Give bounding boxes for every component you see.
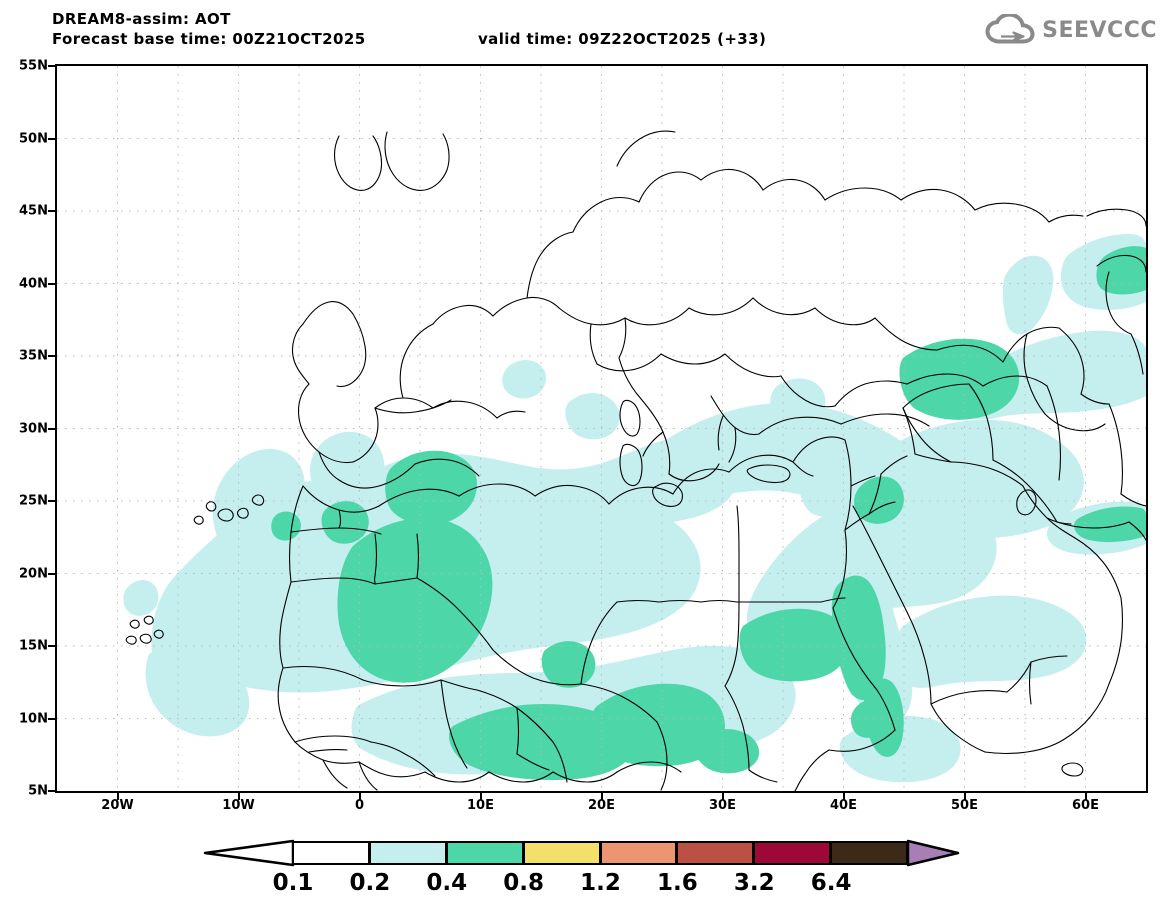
x-axis-label: 20W <box>101 798 134 813</box>
y-axis-label: 45N <box>19 203 48 219</box>
x-axis-tick <box>721 793 724 800</box>
y-axis-tick <box>48 427 55 430</box>
y-axis-tick <box>48 282 55 285</box>
colorbar-band[interactable] <box>292 841 370 865</box>
y-axis-tick <box>48 210 55 212</box>
seevccc-logo: SEEVCCC <box>985 12 1157 47</box>
y-axis-tick <box>48 137 55 140</box>
cloud-icon <box>985 12 1037 46</box>
colorbar-band[interactable] <box>445 841 524 865</box>
colorbar-band[interactable] <box>599 841 678 865</box>
colorbar-tick-label: 0.1 <box>272 870 314 896</box>
x-axis-tick <box>116 793 119 800</box>
y-axis-tick <box>48 572 55 575</box>
y-axis-tick <box>48 717 55 720</box>
forecast-base-time-label: Forecast base time: 00Z21OCT2025 <box>52 30 366 48</box>
x-axis-tick <box>479 793 482 800</box>
y-axis-tick <box>48 645 55 647</box>
colorbar-band[interactable] <box>368 841 447 865</box>
chart-header: DREAM8-assim: AOT Forecast base time: 00… <box>0 0 1165 56</box>
x-axis-label: 60E <box>1072 798 1099 813</box>
x-axis-tick <box>1084 793 1087 800</box>
colorbar-band[interactable] <box>753 841 832 865</box>
page-title: DREAM8-assim: AOT <box>52 10 231 28</box>
y-axis-tick <box>48 355 55 357</box>
x-axis-tick <box>600 793 603 800</box>
x-axis-label: 30E <box>709 798 736 813</box>
y-axis-label: 15N <box>19 638 48 654</box>
y-axis-label: 10N <box>19 711 48 726</box>
y-axis-label: 30N <box>19 421 48 436</box>
x-axis-label: 10W <box>222 798 255 813</box>
map-gridlines <box>57 66 1146 791</box>
colorbar-bands <box>0 838 1165 868</box>
logo-text: SEEVCCC <box>1042 17 1157 43</box>
y-axis-tick <box>48 500 55 502</box>
y-axis-tick <box>48 65 55 67</box>
x-axis-label: 50E <box>951 798 978 813</box>
forecast-map-plot <box>55 64 1148 793</box>
map-coastlines <box>125 130 1146 791</box>
y-axis-label: 55N <box>19 58 48 74</box>
x-axis-label: 20E <box>588 798 615 813</box>
x-axis-tick <box>237 793 240 800</box>
colorbar-tick-label: 0.8 <box>503 870 544 896</box>
colorbar-tick-label: 6.4 <box>810 870 852 896</box>
colorbar-band[interactable] <box>522 841 601 865</box>
y-axis-label: 25N <box>19 493 48 509</box>
y-axis-label: 40N <box>19 276 48 291</box>
x-axis-label: 10E <box>467 798 494 813</box>
colorbar[interactable]: 0.1 0.2 0.4 0.8 1.2 1.6 3.2 6.4 <box>0 838 1165 900</box>
x-axis-label: 0 <box>354 798 365 813</box>
x-axis-tick <box>842 793 845 800</box>
colorbar-tick-label: 1.6 <box>657 870 698 896</box>
colorbar-tick-label: 0.2 <box>349 870 391 896</box>
aot-contour-map <box>57 66 1146 791</box>
x-axis-label: 40E <box>830 798 857 813</box>
x-axis-tick <box>963 793 966 800</box>
colorbar-over-arrow <box>906 839 960 867</box>
colorbar-tick-label: 0.4 <box>426 870 468 896</box>
y-axis-label: 35N <box>19 348 48 364</box>
y-axis-label: 5N <box>28 783 48 799</box>
colorbar-tick-label: 1.2 <box>580 870 621 896</box>
map-canvas <box>57 66 1146 791</box>
y-axis-label: 50N <box>19 131 48 146</box>
y-axis-tick <box>48 790 55 792</box>
colorbar-tick-label: 3.2 <box>733 870 775 896</box>
y-axis-label: 20N <box>19 566 48 581</box>
x-axis-tick <box>358 793 361 800</box>
forecast-valid-time-label: valid time: 09Z22OCT2025 (+33) <box>478 30 767 48</box>
